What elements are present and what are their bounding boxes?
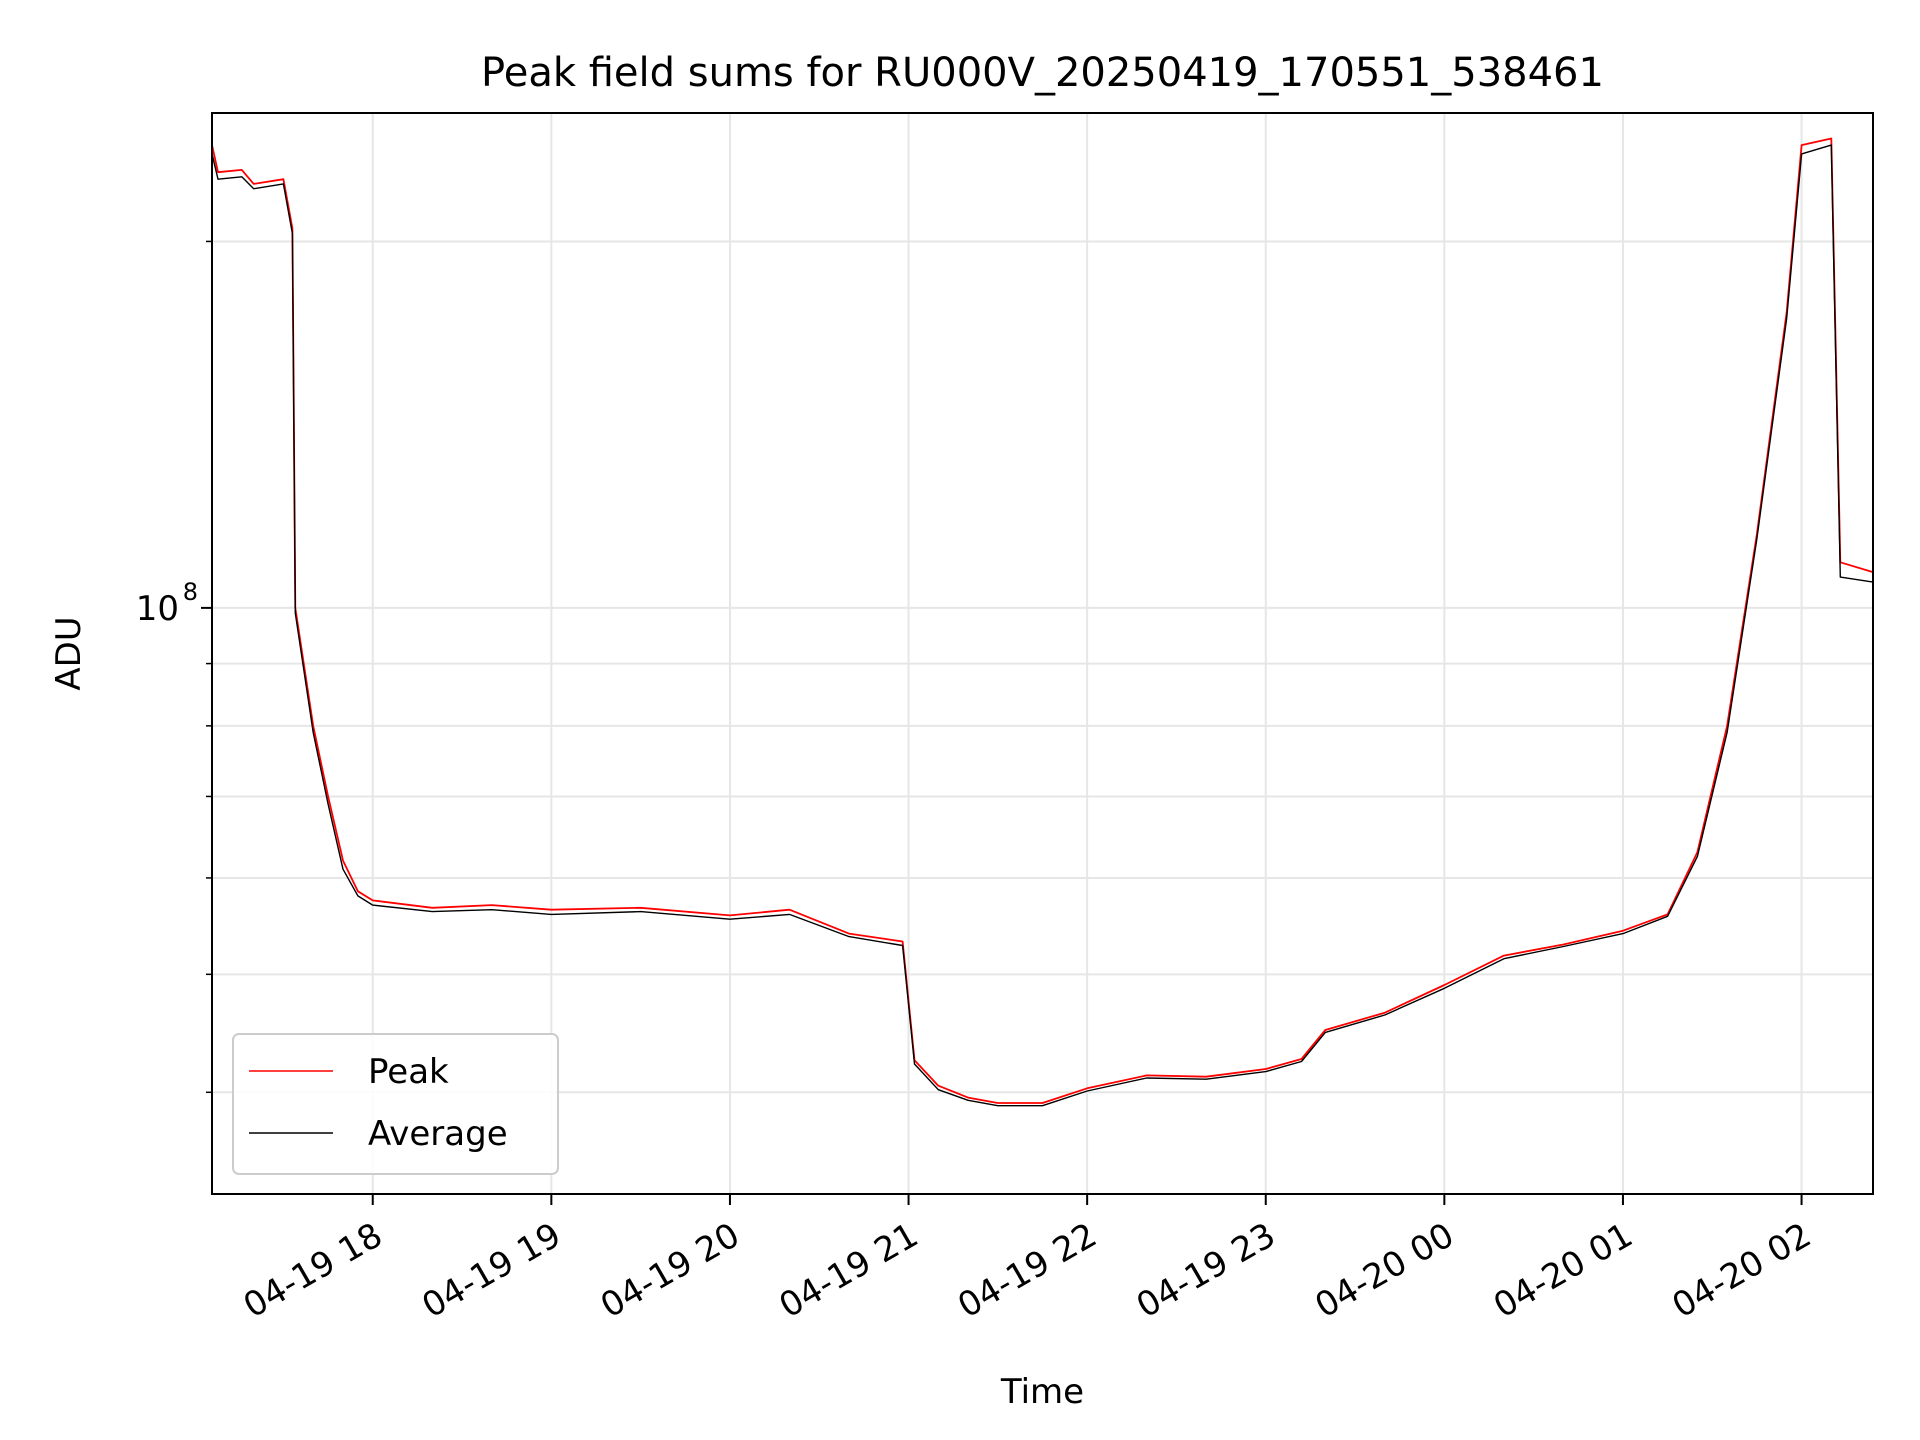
legend-label-average: Average: [368, 1114, 508, 1154]
series-line-average: [211, 144, 1874, 1107]
x-axis-label: Time: [1000, 1372, 1084, 1412]
y-tick-label-exponent: 8: [183, 578, 198, 606]
legend-label-peak: Peak: [368, 1052, 449, 1092]
grid: [212, 113, 1873, 1194]
plot-series: [211, 137, 1874, 1107]
y-tick-label: 10: [136, 589, 179, 629]
chart-title: Peak field sums for RU000V_20250419_1705…: [481, 50, 1604, 96]
legend-box: [232, 1033, 559, 1175]
y-axis-label: ADU: [49, 616, 89, 690]
plot-frame: [211, 112, 1874, 1195]
series-line-peak: [211, 137, 1874, 1104]
legend: Peak Average: [232, 1033, 559, 1175]
